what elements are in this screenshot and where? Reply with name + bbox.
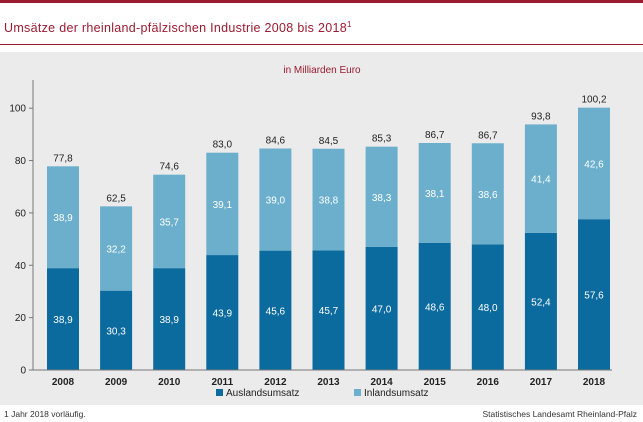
stacked-bar-chart: in Milliarden Euro 0 20 40 60 80 100 38,9 38,9 77… [9, 65, 612, 399]
x-tick-label-2013: 2013 [317, 377, 340, 388]
data-label-total-2012: 84,6 [266, 136, 286, 147]
bar-auslandsumsatz-2012 [259, 250, 292, 370]
bar-auslandsumsatz-2014 [365, 246, 398, 370]
bar-inlandsumsatz-2013 [312, 148, 345, 251]
data-label-inlandsumsatz-2011: 39,1 [213, 200, 233, 211]
data-label-auslandsumsatz-2018: 57,6 [584, 291, 604, 302]
y-tick-label-80: 80 [15, 156, 27, 167]
bar-auslandsumsatz-2009 [100, 290, 133, 370]
bar-auslandsumsatz-2016 [471, 244, 504, 370]
x-tick-label-2018: 2018 [583, 377, 606, 388]
legend-swatch-auslandsumsatz [216, 389, 223, 396]
data-label-inlandsumsatz-2018: 42,6 [584, 159, 604, 170]
data-label-auslandsumsatz-2009: 30,3 [106, 326, 126, 337]
x-tick-label-2012: 2012 [264, 377, 287, 388]
y-tick-label-60: 60 [15, 208, 27, 219]
bar-inlandsumsatz-2009 [100, 206, 133, 291]
legend-label-inlandsumsatz: Inlandsumsatz [364, 388, 428, 399]
data-label-total-2017: 93,8 [531, 111, 551, 122]
bar-inlandsumsatz-2014 [365, 146, 398, 247]
bar-inlandsumsatz-2018 [578, 107, 610, 220]
x-tick-label-2009: 2009 [105, 377, 128, 388]
data-label-auslandsumsatz-2012: 45,6 [266, 306, 286, 317]
data-label-inlandsumsatz-2009: 32,2 [106, 245, 126, 256]
data-label-inlandsumsatz-2012: 39,0 [266, 196, 286, 207]
title-rule [0, 44, 643, 45]
data-label-auslandsumsatz-2010: 38,9 [159, 315, 179, 326]
data-label-inlandsumsatz-2013: 38,8 [319, 196, 339, 207]
y-tick-label-40: 40 [15, 261, 27, 272]
y-tick-label-100: 100 [9, 104, 26, 115]
x-tick-label-2016: 2016 [477, 377, 500, 388]
data-label-total-2008: 77,8 [53, 153, 73, 164]
chart-title: Umsätze der rheinland-pfälzischen Indust… [4, 20, 352, 35]
data-label-inlandsumsatz-2008: 38,9 [53, 213, 73, 224]
bar-auslandsumsatz-2017 [524, 232, 557, 370]
data-label-inlandsumsatz-2010: 35,7 [159, 217, 179, 228]
chart-panel: in Milliarden Euro 0 20 40 60 80 100 38,9 38,9 77… [0, 52, 643, 405]
data-label-total-2013: 84,5 [319, 136, 339, 147]
bar-inlandsumsatz-2012 [259, 148, 292, 251]
bar-inlandsumsatz-2010 [153, 174, 186, 269]
data-label-auslandsumsatz-2016: 48,0 [478, 303, 498, 314]
y-tick-label-20: 20 [15, 313, 27, 324]
x-tick-label-2015: 2015 [424, 377, 447, 388]
data-label-auslandsumsatz-2008: 38,9 [53, 315, 73, 326]
data-label-auslandsumsatz-2015: 48,6 [425, 302, 445, 313]
data-label-total-2015: 86,7 [425, 130, 445, 141]
bar-inlandsumsatz-2011 [206, 152, 239, 256]
x-tick-label-2010: 2010 [158, 377, 181, 388]
bar-inlandsumsatz-2008 [47, 166, 79, 269]
x-tick-label-2008: 2008 [52, 377, 75, 388]
data-label-total-2014: 85,3 [372, 134, 392, 145]
data-label-auslandsumsatz-2014: 47,0 [372, 304, 392, 315]
bar-auslandsumsatz-2018 [578, 219, 610, 370]
bar-auslandsumsatz-2013 [312, 250, 345, 370]
data-label-inlandsumsatz-2016: 38,6 [478, 190, 498, 201]
data-label-inlandsumsatz-2015: 38,1 [425, 189, 445, 200]
source-note: Statistisches Landesamt Rheinland-Pfalz [482, 409, 638, 419]
bar-inlandsumsatz-2015 [418, 143, 451, 243]
legend-swatch-inlandsumsatz [354, 389, 361, 396]
chart-subtitle: in Milliarden Euro [283, 65, 361, 76]
data-label-auslandsumsatz-2013: 45,7 [319, 306, 339, 317]
title-footnote-marker: 1 [346, 20, 352, 29]
bar-auslandsumsatz-2015 [418, 242, 451, 370]
bar-auslandsumsatz-2010 [153, 268, 186, 370]
data-label-auslandsumsatz-2017: 52,4 [531, 297, 551, 308]
bar-auslandsumsatz-2011 [206, 255, 239, 370]
x-tick-label-2011: 2011 [211, 377, 233, 388]
data-label-total-2016: 86,7 [478, 130, 498, 141]
bar-auslandsumsatz-2008 [47, 268, 79, 370]
data-label-inlandsumsatz-2017: 41,4 [531, 175, 551, 186]
bar-inlandsumsatz-2017 [524, 124, 557, 233]
top-rule [0, 0, 643, 3]
footnote: 1 Jahr 2018 vorläufig. [4, 409, 86, 419]
data-label-total-2011: 83,0 [213, 140, 233, 151]
x-tick-label-2014: 2014 [370, 377, 393, 388]
y-tick-label-0: 0 [20, 366, 26, 377]
data-label-total-2009: 62,5 [106, 193, 126, 204]
legend-label-auslandsumsatz: Auslandsumsatz [226, 388, 299, 399]
data-label-total-2010: 74,6 [159, 162, 179, 173]
data-label-inlandsumsatz-2014: 38,3 [372, 193, 392, 204]
title-text: Umsätze der rheinland-pfälzischen Indust… [4, 21, 347, 36]
x-tick-label-2017: 2017 [530, 377, 553, 388]
data-label-auslandsumsatz-2011: 43,9 [213, 309, 233, 320]
bar-inlandsumsatz-2016 [471, 143, 504, 245]
data-label-total-2018: 100,2 [581, 95, 606, 106]
